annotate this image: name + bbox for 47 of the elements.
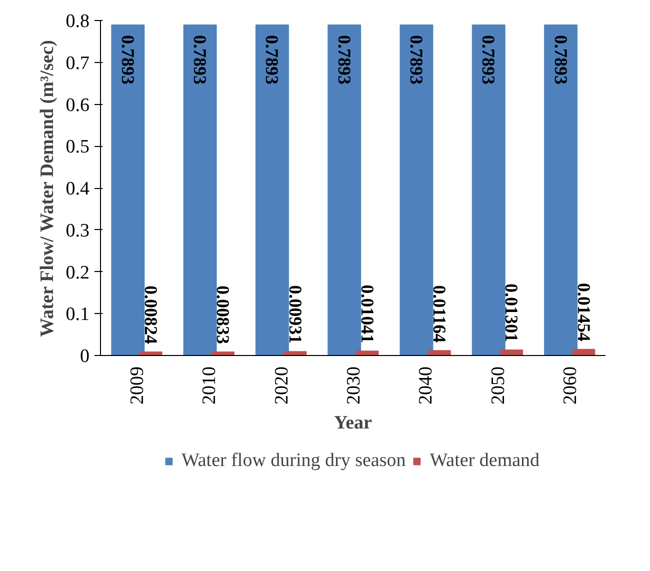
x-tick-label: 2030 <box>344 366 364 404</box>
x-axis-title: Year <box>334 412 373 434</box>
y-tick-label: 0.2 <box>66 262 90 284</box>
data-label: 0.01041 <box>357 284 378 344</box>
bar <box>500 350 524 356</box>
x-tick-label: 2060 <box>560 366 581 404</box>
bar <box>572 348 596 356</box>
x-tick-label: 2020 <box>271 366 292 404</box>
x-tick-label: 2050 <box>488 366 509 404</box>
y-tick-label: 0.4 <box>66 178 90 200</box>
bar <box>183 24 217 356</box>
bar <box>544 24 578 356</box>
data-label: 0.7893 <box>190 34 210 84</box>
data-label: 0.01301 <box>502 284 522 342</box>
bar <box>356 350 379 356</box>
bar <box>111 24 145 356</box>
y-tick-label: 0.8 <box>66 11 90 32</box>
y-tick-label: 0.7 <box>66 52 90 74</box>
bar <box>472 24 506 356</box>
bar <box>140 352 162 356</box>
data-label: 0.7893 <box>406 34 426 84</box>
legend-label: Water flow during dry season <box>181 450 406 472</box>
data-label: 0.00824 <box>141 286 161 344</box>
y-axis-title: Water Flow/ Water Demand (m³/sec) <box>36 40 58 338</box>
legend-label: Water demand <box>430 450 540 472</box>
y-tick-label: 0.5 <box>66 136 90 158</box>
bar <box>428 350 451 356</box>
bar <box>284 351 307 356</box>
data-label: 0.01164 <box>430 285 450 343</box>
x-tick-label: 2040 <box>416 366 437 404</box>
data-label: 0.7893 <box>334 34 354 84</box>
data-label: 0.01454 <box>574 282 594 342</box>
data-label: 0.7893 <box>262 34 282 84</box>
y-tick-label: 0.3 <box>66 220 90 242</box>
bar <box>255 24 289 356</box>
y-tick-label: 0.6 <box>66 94 90 116</box>
data-label: 0.00833 <box>213 286 234 344</box>
bar <box>400 24 434 356</box>
x-tick-label: 2009 <box>127 366 148 404</box>
data-label: 0.7893 <box>550 34 571 84</box>
y-tick-label: 0.1 <box>66 304 90 326</box>
bar <box>328 24 362 356</box>
data-label: 0.7893 <box>118 34 138 84</box>
data-label: 0.00931 <box>285 285 306 344</box>
data-label: 0.7893 <box>478 34 499 84</box>
y-tick-label: 0 <box>80 346 90 367</box>
x-tick-label: 2010 <box>199 366 220 404</box>
